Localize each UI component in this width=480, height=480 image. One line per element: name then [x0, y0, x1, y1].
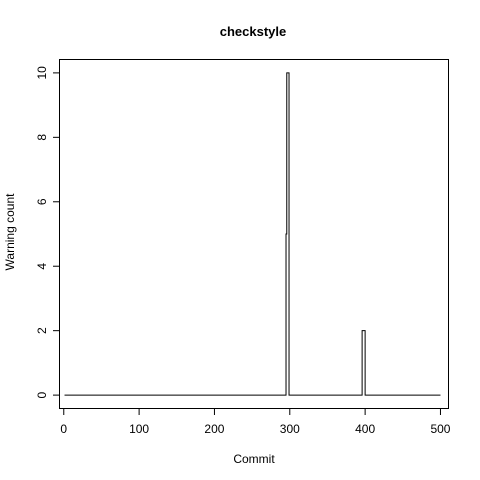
- series-line: [64, 72, 441, 396]
- y-tick-label: 8: [35, 134, 49, 141]
- x-tick-label: 100: [129, 422, 149, 436]
- y-tick-label: 10: [35, 66, 49, 80]
- x-axis: 0 100 200 300 400 500: [60, 408, 451, 436]
- chart-title: checkstyle: [220, 24, 287, 39]
- y-axis-label: Warning count: [3, 193, 17, 271]
- x-axis-label: Commit: [233, 452, 275, 466]
- y-tick-label: 4: [35, 263, 49, 270]
- y-tick-label: 2: [35, 327, 49, 334]
- y-axis: 0 2 4 6 8 10: [35, 66, 60, 398]
- x-tick-label: 500: [430, 422, 450, 436]
- plot-area: [59, 59, 449, 409]
- y-tick-label: 0: [35, 391, 49, 398]
- x-tick-label: 0: [60, 422, 67, 436]
- x-tick-label: 200: [204, 422, 224, 436]
- y-tick-label: 6: [35, 198, 49, 205]
- x-tick-label: 300: [280, 422, 300, 436]
- x-tick-label: 400: [355, 422, 375, 436]
